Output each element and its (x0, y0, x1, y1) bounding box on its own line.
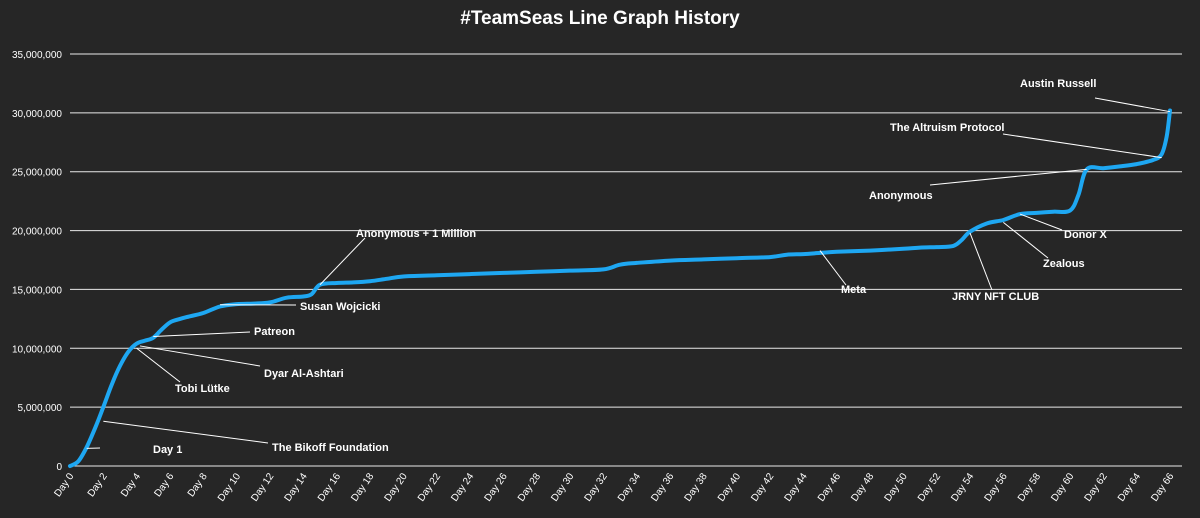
x-tick-label: Day 22 (416, 471, 443, 504)
x-tick-label: Day 54 (949, 471, 976, 504)
x-tick-label: Day 58 (1016, 471, 1043, 504)
series-line (68, 108, 1172, 468)
annotation-leader-line (1002, 133, 1162, 159)
x-tick-label: Day 42 (749, 471, 776, 504)
annotation-leader-line (1019, 213, 1063, 231)
x-tick-label: Day 62 (1083, 471, 1110, 504)
x-tick-label: Day 50 (883, 471, 910, 504)
y-tick-label: 25,000,000 (12, 168, 62, 179)
annotation-label: Patreon (254, 326, 295, 338)
annotation-leader-line (819, 250, 847, 286)
x-tick-label: Day 52 (916, 471, 943, 504)
y-tick-label: 5,000,000 (18, 403, 63, 414)
y-tick-label: 0 (56, 462, 62, 473)
annotation-label: Donor X (1064, 229, 1107, 241)
annotation-label: Meta (841, 284, 867, 296)
x-tick-label: Day 8 (186, 471, 210, 499)
annotation-leader-line (969, 232, 993, 291)
annotation-label: Anonymous + 1 Million (356, 228, 476, 240)
x-tick-label: Day 6 (152, 471, 176, 499)
x-tick-label: Day 0 (52, 471, 76, 499)
x-tick-label: Day 44 (783, 471, 810, 504)
x-tick-label: Day 36 (649, 471, 676, 504)
x-tick-label: Day 16 (316, 471, 343, 504)
x-tick-label: Day 28 (516, 471, 543, 504)
annotation-label: Tobi Lütke (175, 383, 230, 395)
annotation-label: Susan Wojcicki (300, 301, 381, 313)
x-tick-label: Day 14 (283, 471, 310, 504)
annotation-leader-line (1003, 221, 1049, 259)
y-tick-label: 10,000,000 (12, 344, 62, 355)
annotation-leader-line (1094, 97, 1171, 113)
x-tick-label: Day 46 (816, 471, 843, 504)
annotation-label: JRNY NFT CLUB (952, 291, 1039, 303)
x-tick-label: Day 2 (86, 471, 110, 499)
x-tick-label: Day 34 (616, 471, 643, 504)
x-tick-label: Day 12 (249, 471, 276, 504)
annotation-leader-line (103, 420, 269, 444)
annotation-leader-line (139, 345, 261, 367)
annotation-leader-line (136, 347, 181, 383)
x-tick-label: Day 40 (716, 471, 743, 504)
x-tick-label: Day 48 (849, 471, 876, 504)
x-tick-label: Day 56 (983, 471, 1010, 504)
y-tick-label: 15,000,000 (12, 285, 62, 296)
x-tick-label: Day 24 (449, 471, 476, 504)
x-tick-label: Day 18 (349, 471, 376, 504)
annotation-label: Zealous (1043, 258, 1085, 270)
annotation-label: Anonymous (869, 190, 933, 202)
x-tick-label: Day 38 (683, 471, 710, 504)
x-tick-label: Day 60 (1049, 471, 1076, 504)
x-tick-label: Day 10 (216, 471, 243, 504)
annotation-leader-line (319, 237, 366, 286)
chart-title: #TeamSeas Line Graph History (460, 8, 740, 29)
y-tick-label: 20,000,000 (12, 227, 62, 238)
y-tick-label: 30,000,000 (12, 109, 62, 120)
y-tick-label: 35,000,000 (12, 50, 62, 61)
annotation-leader-line (153, 331, 251, 338)
annotation-label: Dyar Al-Ashtari (264, 368, 344, 380)
annotation-leader-line (929, 168, 1087, 186)
annotation-label: Austin Russell (1020, 78, 1096, 90)
x-tick-label: Day 66 (1149, 471, 1176, 504)
x-tick-label: Day 32 (583, 471, 610, 504)
annotation-label: Day 1 (153, 444, 182, 456)
x-tick-label: Day 4 (119, 471, 143, 499)
annotation-label: The Altruism Protocol (890, 122, 1005, 134)
x-tick-label: Day 64 (1116, 471, 1143, 504)
x-tick-label: Day 26 (483, 471, 510, 504)
x-tick-label: Day 20 (383, 471, 410, 504)
annotation-label: The Bikoff Foundation (272, 442, 389, 454)
x-tick-label: Day 30 (549, 471, 576, 504)
